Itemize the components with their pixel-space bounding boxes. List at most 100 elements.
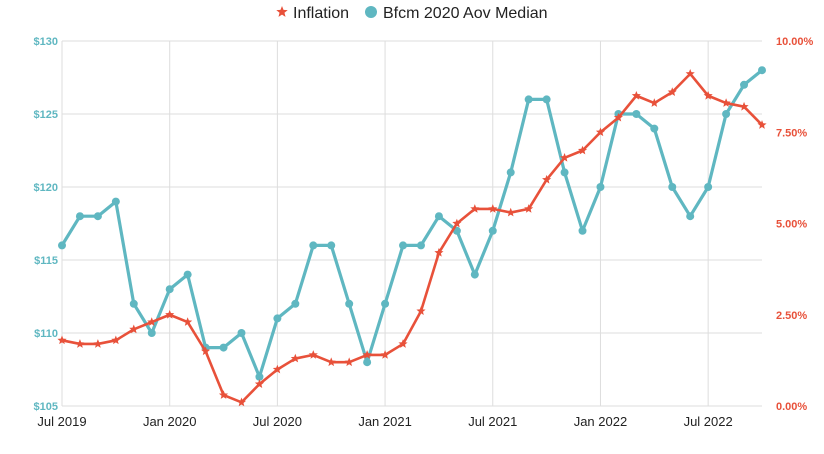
series-layer [57, 66, 767, 407]
data-point-star [452, 218, 462, 228]
data-point-star [542, 174, 552, 184]
data-point-circle [434, 212, 443, 221]
data-point-circle [560, 168, 569, 177]
data-point-circle [58, 241, 66, 250]
y-left-tick-label: $130 [34, 36, 58, 48]
x-tick-label: Jul 2021 [468, 414, 517, 429]
data-point-circle [381, 299, 390, 308]
data-point-circle [183, 270, 192, 279]
data-point-star [57, 335, 67, 345]
data-point-circle [416, 241, 425, 250]
chart-grid [61, 40, 762, 407]
data-point-star [236, 397, 247, 407]
data-point-star [703, 90, 713, 100]
data-point-star [290, 353, 300, 363]
data-point-star [739, 101, 749, 111]
y-right-tick-label: 2.50% [776, 310, 807, 322]
y-left-tick-label: $120 [34, 182, 58, 194]
data-point-circle [722, 110, 731, 118]
data-point-circle [165, 285, 174, 294]
data-point-star [560, 153, 570, 162]
y-left-tick-label: $110 [34, 328, 58, 340]
series-line [60, 68, 764, 379]
data-point-circle [686, 212, 695, 221]
y-right-tick-label: 5.00% [776, 219, 807, 231]
data-point-circle [578, 226, 587, 235]
data-point-circle [363, 358, 372, 367]
data-point-circle [327, 241, 336, 250]
data-point-star [757, 120, 767, 129]
data-point-star [613, 112, 623, 122]
data-point-star [218, 390, 229, 399]
data-point-circle [273, 314, 282, 323]
data-point-star [416, 306, 426, 315]
data-point-circle [111, 197, 120, 206]
data-point-circle [129, 299, 138, 308]
data-point-circle [758, 66, 766, 75]
data-point-circle [237, 329, 246, 337]
data-point-star [326, 357, 336, 367]
data-point-star [721, 98, 731, 107]
x-tick-label: Jan 2020 [143, 414, 197, 429]
legend-item-inflation: Inflation [276, 5, 349, 22]
data-point-star [183, 317, 193, 326]
series-line [60, 72, 764, 404]
data-point-circle [309, 241, 318, 250]
x-tick-label: Jul 2019 [37, 414, 86, 429]
data-point-star [398, 339, 408, 348]
data-point-star [667, 87, 677, 96]
x-tick-label: Jul 2020 [253, 414, 302, 429]
chart-legend: Inflation Bfcm 2020 Aov Median [276, 5, 548, 22]
data-point-star [380, 350, 390, 359]
data-point-circle [93, 212, 102, 221]
data-point-star [470, 204, 480, 213]
series-bfcm-aov-median [58, 66, 766, 381]
y-left-tick-label: $125 [34, 109, 58, 121]
data-point-star [488, 204, 498, 213]
data-point-circle [488, 226, 497, 235]
data-point-star [631, 90, 641, 100]
data-point-circle [291, 299, 300, 308]
data-point-star [649, 98, 659, 107]
data-point-circle [147, 329, 156, 337]
data-point-circle [219, 343, 228, 352]
y-right-tick-label: 10.00% [776, 36, 814, 48]
x-tick-label: Jan 2022 [574, 414, 628, 429]
data-point-circle [75, 212, 84, 221]
chart-axes: $105 $110 $115 $120 $125 $130 0.00% 2.50% 5.00% 7… [34, 36, 814, 429]
data-point-circle [255, 372, 264, 381]
data-point-star [577, 145, 588, 155]
data-point-star [147, 317, 157, 326]
data-point-star [111, 335, 121, 345]
y-left-tick-label: $105 [34, 401, 58, 413]
data-point-star [75, 339, 85, 348]
y-left-tick-label: $115 [34, 255, 58, 267]
data-point-circle [399, 241, 408, 250]
data-point-star [254, 379, 264, 388]
x-tick-label: Jan 2021 [358, 414, 412, 429]
legend-circle-icon [365, 6, 377, 18]
data-point-star [362, 350, 372, 359]
data-point-star [201, 346, 211, 356]
data-point-circle [596, 183, 605, 191]
data-point-circle [668, 183, 677, 191]
data-point-star [308, 350, 318, 359]
data-point-star [595, 127, 606, 137]
data-point-circle [470, 270, 479, 279]
data-point-star [434, 247, 444, 257]
data-point-circle [740, 80, 749, 89]
y-right-tick-label: 7.50% [776, 127, 807, 139]
data-point-circle [506, 168, 515, 177]
data-point-star [129, 324, 139, 334]
x-tick-label: Jul 2022 [684, 414, 733, 429]
data-point-star [165, 309, 175, 319]
legend-item-bfcm: Bfcm 2020 Aov Median [365, 5, 548, 22]
data-point-star [685, 69, 695, 78]
data-point-star [93, 339, 103, 348]
legend-star-icon [276, 6, 288, 17]
data-point-circle [650, 124, 659, 133]
data-point-star [506, 207, 516, 217]
data-point-circle [704, 183, 713, 191]
